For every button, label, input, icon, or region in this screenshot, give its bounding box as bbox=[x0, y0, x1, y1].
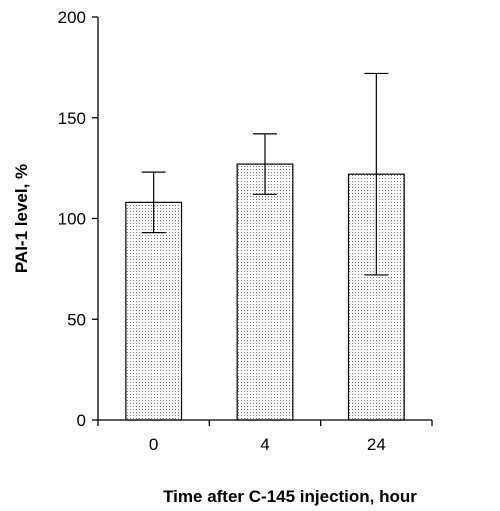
x-tick-label: 24 bbox=[367, 435, 386, 454]
bar bbox=[236, 163, 294, 421]
y-tick-label: 50 bbox=[67, 310, 86, 329]
bars bbox=[125, 163, 405, 421]
y-ticks: 0 50 100 150 200 bbox=[58, 8, 98, 430]
y-axis-label: PAI-1 level, % bbox=[12, 164, 31, 273]
y-tick-label: 150 bbox=[58, 109, 86, 128]
bar bbox=[125, 201, 183, 421]
x-axis-label: Time after C-145 injection, hour bbox=[163, 487, 417, 506]
y-tick-label: 100 bbox=[58, 210, 86, 229]
error-bars bbox=[141, 72, 389, 276]
y-tick-label: 200 bbox=[58, 8, 86, 27]
plot-area: 0 50 100 150 200 0 4 24 bbox=[58, 8, 433, 454]
x-tick-label: 4 bbox=[260, 435, 269, 454]
x-ticks: 0 4 24 bbox=[97, 420, 433, 454]
x-tick-label: 0 bbox=[149, 435, 158, 454]
y-tick-label: 0 bbox=[77, 411, 86, 430]
